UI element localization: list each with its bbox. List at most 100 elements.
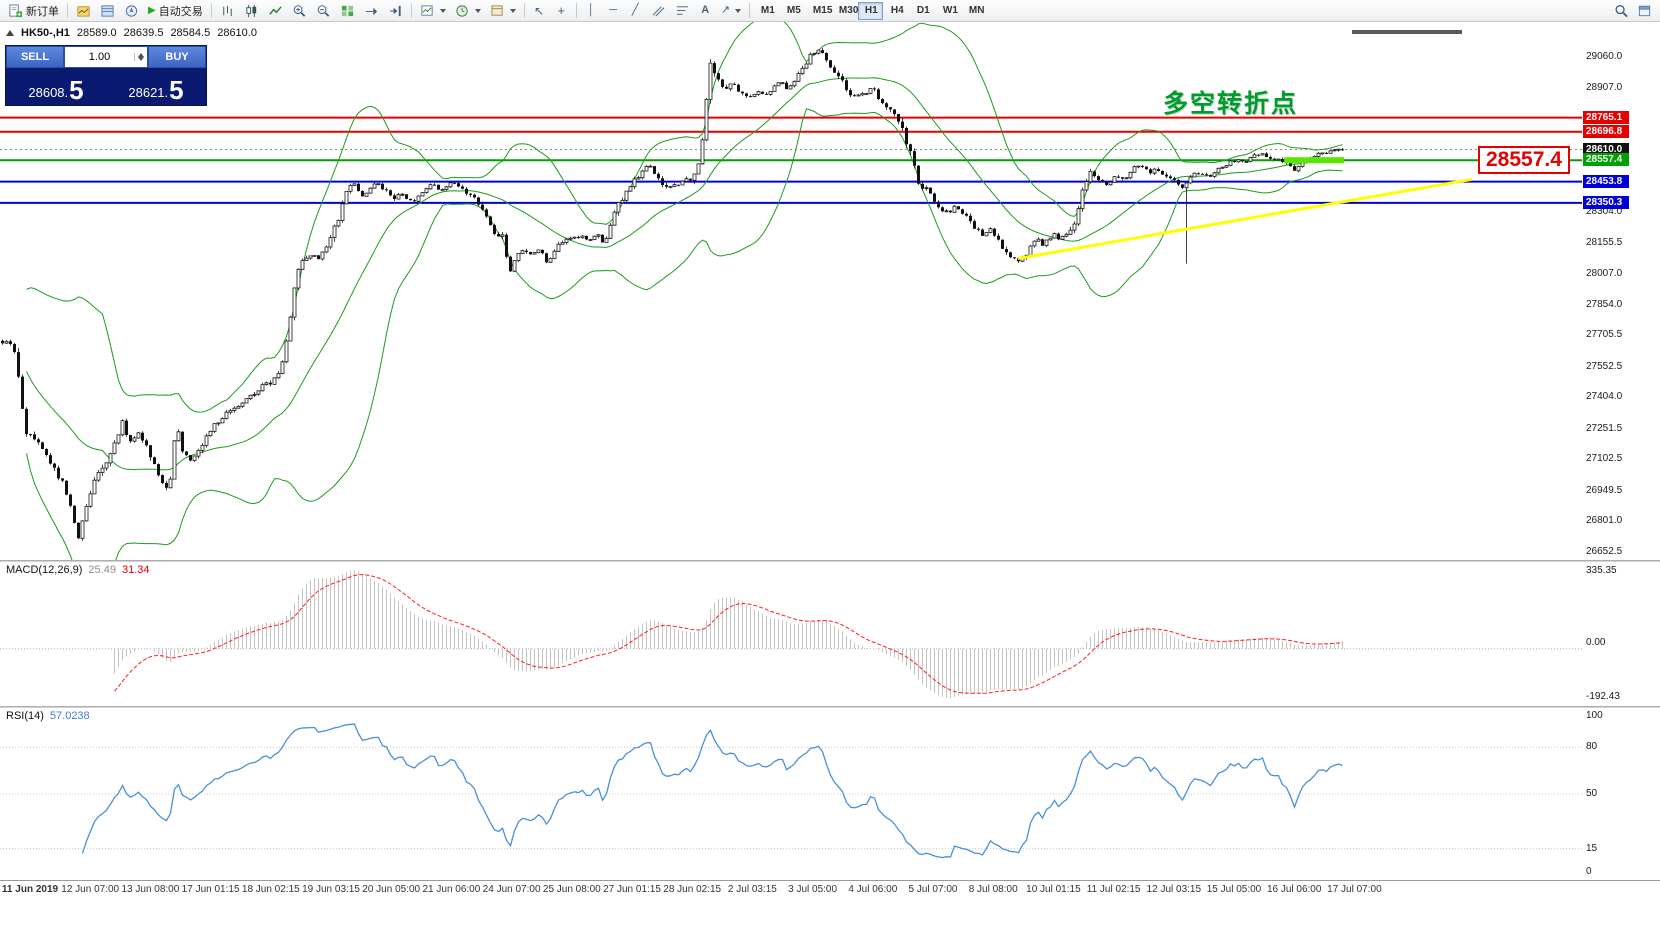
timeframe-h4-button[interactable]: H4 (884, 2, 909, 20)
toolbar-separator (210, 3, 212, 18)
bar-chart-button[interactable] (216, 1, 239, 20)
time-axis-label: 5 Jul 07:00 (908, 884, 958, 895)
timeframe-d1-button[interactable]: D1 (910, 2, 935, 20)
price-axis-tick: 28907.0 (1586, 82, 1623, 94)
timeframe-m30-button[interactable]: M30 (832, 2, 858, 20)
arrows-tool-icon: ↗ (720, 4, 730, 16)
buy-price-display: 28621. 5 (106, 68, 206, 105)
buy-price-big: 5 (169, 75, 184, 105)
fibonacci-tool[interactable] (671, 1, 694, 20)
volume-spinner (134, 53, 147, 61)
template-dropdown[interactable] (486, 1, 520, 20)
time-axis[interactable]: 11 Jun 2019 12 Jun 07:00 13 Jun 08:00 17 Ju… (0, 880, 1660, 898)
auto-scroll-button[interactable] (360, 1, 383, 20)
volume-input[interactable] (65, 50, 134, 64)
horizontal-line-tool[interactable]: ─ (603, 1, 624, 20)
candlestick-chart-canvas[interactable] (0, 22, 1582, 560)
cursor-tool-button[interactable]: ↖ (529, 1, 550, 20)
add-window-button[interactable] (1633, 1, 1656, 20)
search-button[interactable] (1610, 1, 1633, 20)
price-axis-tick: 27404.0 (1586, 391, 1623, 403)
horizontal-line-icon: ─ (609, 4, 618, 16)
macd-header: MACD(12,26,9) 25.49 31.34 (6, 564, 149, 576)
buy-button[interactable]: BUY (148, 46, 206, 68)
level-price-tag: 28765.1 (1583, 110, 1629, 124)
time-axis-label: 24 Jun 07:00 (482, 884, 541, 895)
tile-windows-button[interactable] (336, 1, 359, 20)
timeframe-m5-button[interactable]: M5 (780, 2, 805, 20)
time-axis-label: 10 Jul 01:15 (1026, 884, 1081, 895)
main-toolbar: 新订单 ▶ 自动交易 (0, 0, 1660, 22)
chart-shift-button[interactable] (384, 1, 407, 20)
rsi-header: RSI(14) 57.0238 (6, 710, 90, 722)
market-watch-button[interactable] (72, 1, 95, 20)
panel-splitter[interactable] (0, 560, 1660, 562)
text-tool[interactable]: A (695, 1, 716, 20)
time-axis-label: 13 Jun 08:00 (121, 884, 180, 895)
time-axis-label: 3 Jul 05:00 (788, 884, 838, 895)
chart-annotation-text[interactable]: 多空转折点 (1163, 90, 1299, 118)
sell-price-display: 28608. 5 (6, 68, 106, 105)
time-axis-label: 11 Jun 2019 (1, 884, 59, 895)
trendline (1017, 177, 1473, 260)
arrows-tool[interactable]: ↗ (717, 1, 745, 20)
price-axis-tick: 27705.5 (1586, 329, 1623, 341)
chart-scrollbar[interactable] (1352, 30, 1462, 34)
level-price-tag: 28696.8 (1583, 124, 1629, 138)
vertical-line-tool[interactable]: │ (581, 1, 602, 20)
high-value: 28639.5 (123, 27, 164, 39)
autotrade-button[interactable]: ▶ 自动交易 (144, 1, 207, 20)
rsi-chart-canvas (0, 723, 1582, 859)
price-axis-tick: 28007.0 (1586, 267, 1623, 279)
zoom-in-button[interactable] (288, 1, 311, 20)
bar-chart-icon (223, 5, 232, 16)
timeframe-w1-button[interactable]: W1 (936, 2, 961, 20)
timeframe-h1-button[interactable]: H1 (857, 1, 883, 20)
rsi-axis-tick: 0 (1586, 866, 1592, 877)
market-watch-icon (77, 5, 90, 17)
timeframe-m1-button[interactable]: M1 (754, 2, 779, 20)
new-order-button[interactable]: 新订单 (4, 1, 63, 20)
buy-price-small: 28621. (128, 85, 169, 100)
crosshair-tool-button[interactable]: + (551, 1, 572, 20)
trendline-tool[interactable]: ╱ (625, 1, 646, 20)
line-chart-button[interactable] (264, 1, 287, 20)
price-chart-panel: HK50-,H1 28589.0 28639.5 28584.5 28610.0… (0, 22, 1660, 560)
period-dropdown[interactable] (451, 1, 485, 20)
data-window-button[interactable] (96, 1, 119, 20)
volume-up-button[interactable] (135, 53, 147, 57)
time-axis-label: 4 Jul 06:00 (848, 884, 898, 895)
macd-axis-max: 335.35 (1586, 565, 1617, 576)
candlestick-chart-icon (246, 4, 256, 17)
open-value: 28589.0 (76, 27, 117, 39)
toolbar-separator (67, 3, 68, 18)
price-callout-box[interactable]: 28557.4 (1478, 146, 1570, 174)
time-axis-label: 28 Jun 02:15 (663, 884, 722, 895)
zoom-out-button[interactable] (312, 1, 335, 20)
sell-button[interactable]: SELL (6, 46, 64, 68)
rsi-axis-tick: 100 (1586, 710, 1603, 721)
price-axis-tick: 27854.0 (1586, 298, 1623, 310)
new-chart-dropdown[interactable] (416, 1, 450, 20)
time-axis-label: 8 Jul 08:00 (968, 884, 1018, 895)
timeframe-m15-button[interactable]: M15 (806, 2, 832, 20)
timeframe-mn-button[interactable]: MN (962, 2, 987, 20)
zoom-out-icon (317, 4, 329, 17)
time-axis-label: 25 Jun 08:00 (542, 884, 601, 895)
navigator-button[interactable] (120, 1, 143, 20)
toolbar-right-group (1610, 1, 1656, 20)
candlestick-chart-button[interactable] (240, 1, 263, 20)
sell-price-small: 28608. (28, 85, 69, 100)
low-value: 28584.5 (170, 27, 211, 39)
channel-tool[interactable] (647, 1, 670, 20)
volume-down-button[interactable] (135, 57, 147, 61)
level-price-tag: 28557.4 (1583, 153, 1629, 167)
chart-shift-icon (389, 5, 401, 16)
collapse-arrow-icon[interactable] (6, 30, 14, 36)
macd-main-value: 25.49 (88, 564, 116, 576)
time-axis-label: 20 Jun 05:00 (362, 884, 421, 895)
panel-splitter[interactable] (0, 706, 1660, 708)
autotrade-play-icon: ▶ (148, 4, 156, 16)
line-chart-icon (269, 5, 282, 15)
